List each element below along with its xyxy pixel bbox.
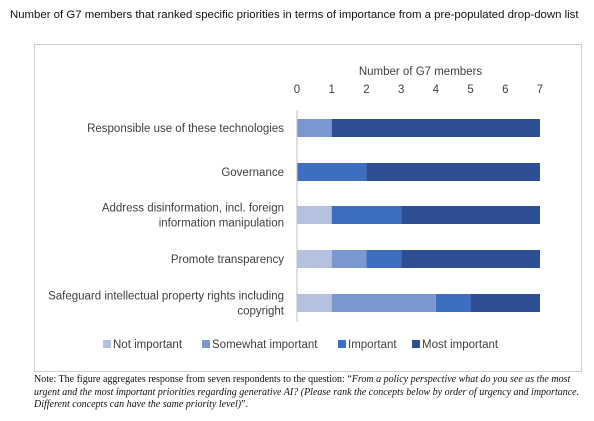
bar-segment — [401, 206, 540, 224]
category-label: Governance — [221, 167, 284, 179]
bar-segment — [331, 119, 540, 137]
bar-segment — [366, 250, 402, 268]
legend-swatch — [412, 340, 420, 348]
legend-swatch — [103, 340, 111, 348]
legend-swatch — [202, 340, 210, 348]
figure-note: Note: The figure aggregates response fro… — [34, 374, 584, 412]
bar-segment — [297, 294, 332, 312]
page-title: Number of G7 members that ranked specifi… — [10, 9, 579, 21]
bar-segment — [470, 294, 540, 312]
legend-label: Not important — [113, 339, 183, 351]
bar-segment — [331, 206, 402, 224]
category-label: Responsible use of these technologies — [87, 123, 284, 135]
x-tick-label: 7 — [537, 84, 543, 96]
bar-segment — [366, 163, 540, 181]
x-tick-label: 1 — [329, 84, 335, 96]
category-label: Safeguard intellectual property rights i… — [48, 291, 284, 303]
chart-frame — [34, 44, 582, 372]
category-label: copyright — [237, 306, 284, 318]
bar-segment — [297, 163, 367, 181]
bar-segment — [297, 119, 332, 137]
x-tick-label: 6 — [502, 84, 508, 96]
note-prefix: Note: The figure aggregates response fro… — [34, 374, 352, 385]
note-suffix: ”. — [241, 399, 249, 411]
category-label: Address disinformation, incl. foreign — [102, 203, 284, 215]
x-tick-label: 5 — [467, 84, 473, 96]
bar-segment — [435, 294, 471, 312]
note-question: From a policy perspective what do you se… — [34, 374, 580, 411]
legend-label: Important — [348, 339, 397, 351]
bar-segment — [331, 294, 436, 312]
x-tick-label: 0 — [294, 84, 300, 96]
x-tick-label: 2 — [363, 84, 369, 96]
bar-segment — [401, 250, 540, 268]
bar-segment — [331, 250, 367, 268]
bar-segment — [297, 206, 332, 224]
category-label: Promote transparency — [171, 254, 284, 266]
legend-label: Most important — [422, 339, 499, 351]
bar-segment — [297, 250, 332, 268]
legend-swatch — [338, 340, 346, 348]
x-tick-label: 4 — [433, 84, 440, 96]
x-tick-label: 3 — [398, 84, 404, 96]
x-axis-title: Number of G7 members — [359, 66, 483, 78]
legend-label: Somewhat important — [212, 339, 318, 351]
category-label: information manipulation — [159, 218, 284, 230]
